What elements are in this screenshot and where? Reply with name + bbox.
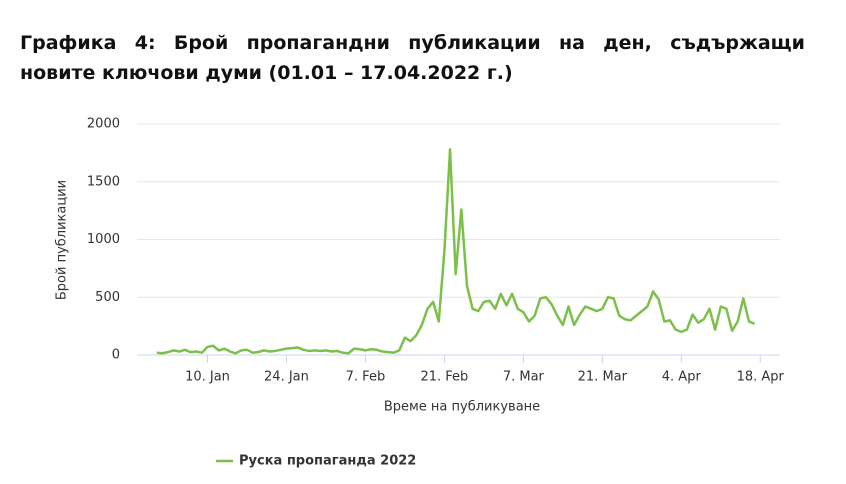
- data-line: [156, 148, 756, 355]
- x-tick-label: 4. Apr: [662, 370, 702, 385]
- y-tick-label: 500: [95, 290, 120, 305]
- y-tick-label: 0: [112, 348, 120, 363]
- y-axis-label: Брой публикации: [55, 180, 70, 300]
- y-tick-label: 1500: [87, 174, 120, 189]
- x-tick-label: 7. Mar: [503, 370, 545, 385]
- y-tick-label: 1000: [87, 232, 120, 247]
- x-tick-label: 10. Jan: [185, 370, 230, 385]
- x-axis-label: Време на публикуване: [384, 400, 540, 415]
- x-tick-label: 21. Feb: [420, 370, 468, 385]
- x-tick-label: 21. Mar: [578, 370, 628, 385]
- legend-label: Руска пропаганда 2022: [239, 454, 416, 469]
- chart-title: Графика 4: Брой пропагандни публикации н…: [20, 32, 805, 84]
- x-tick-label: 7. Feb: [346, 370, 386, 385]
- x-tick-label: 24. Jan: [264, 370, 309, 385]
- x-tick-label: 18. Apr: [737, 370, 785, 385]
- y-tick-label: 2000: [87, 117, 120, 132]
